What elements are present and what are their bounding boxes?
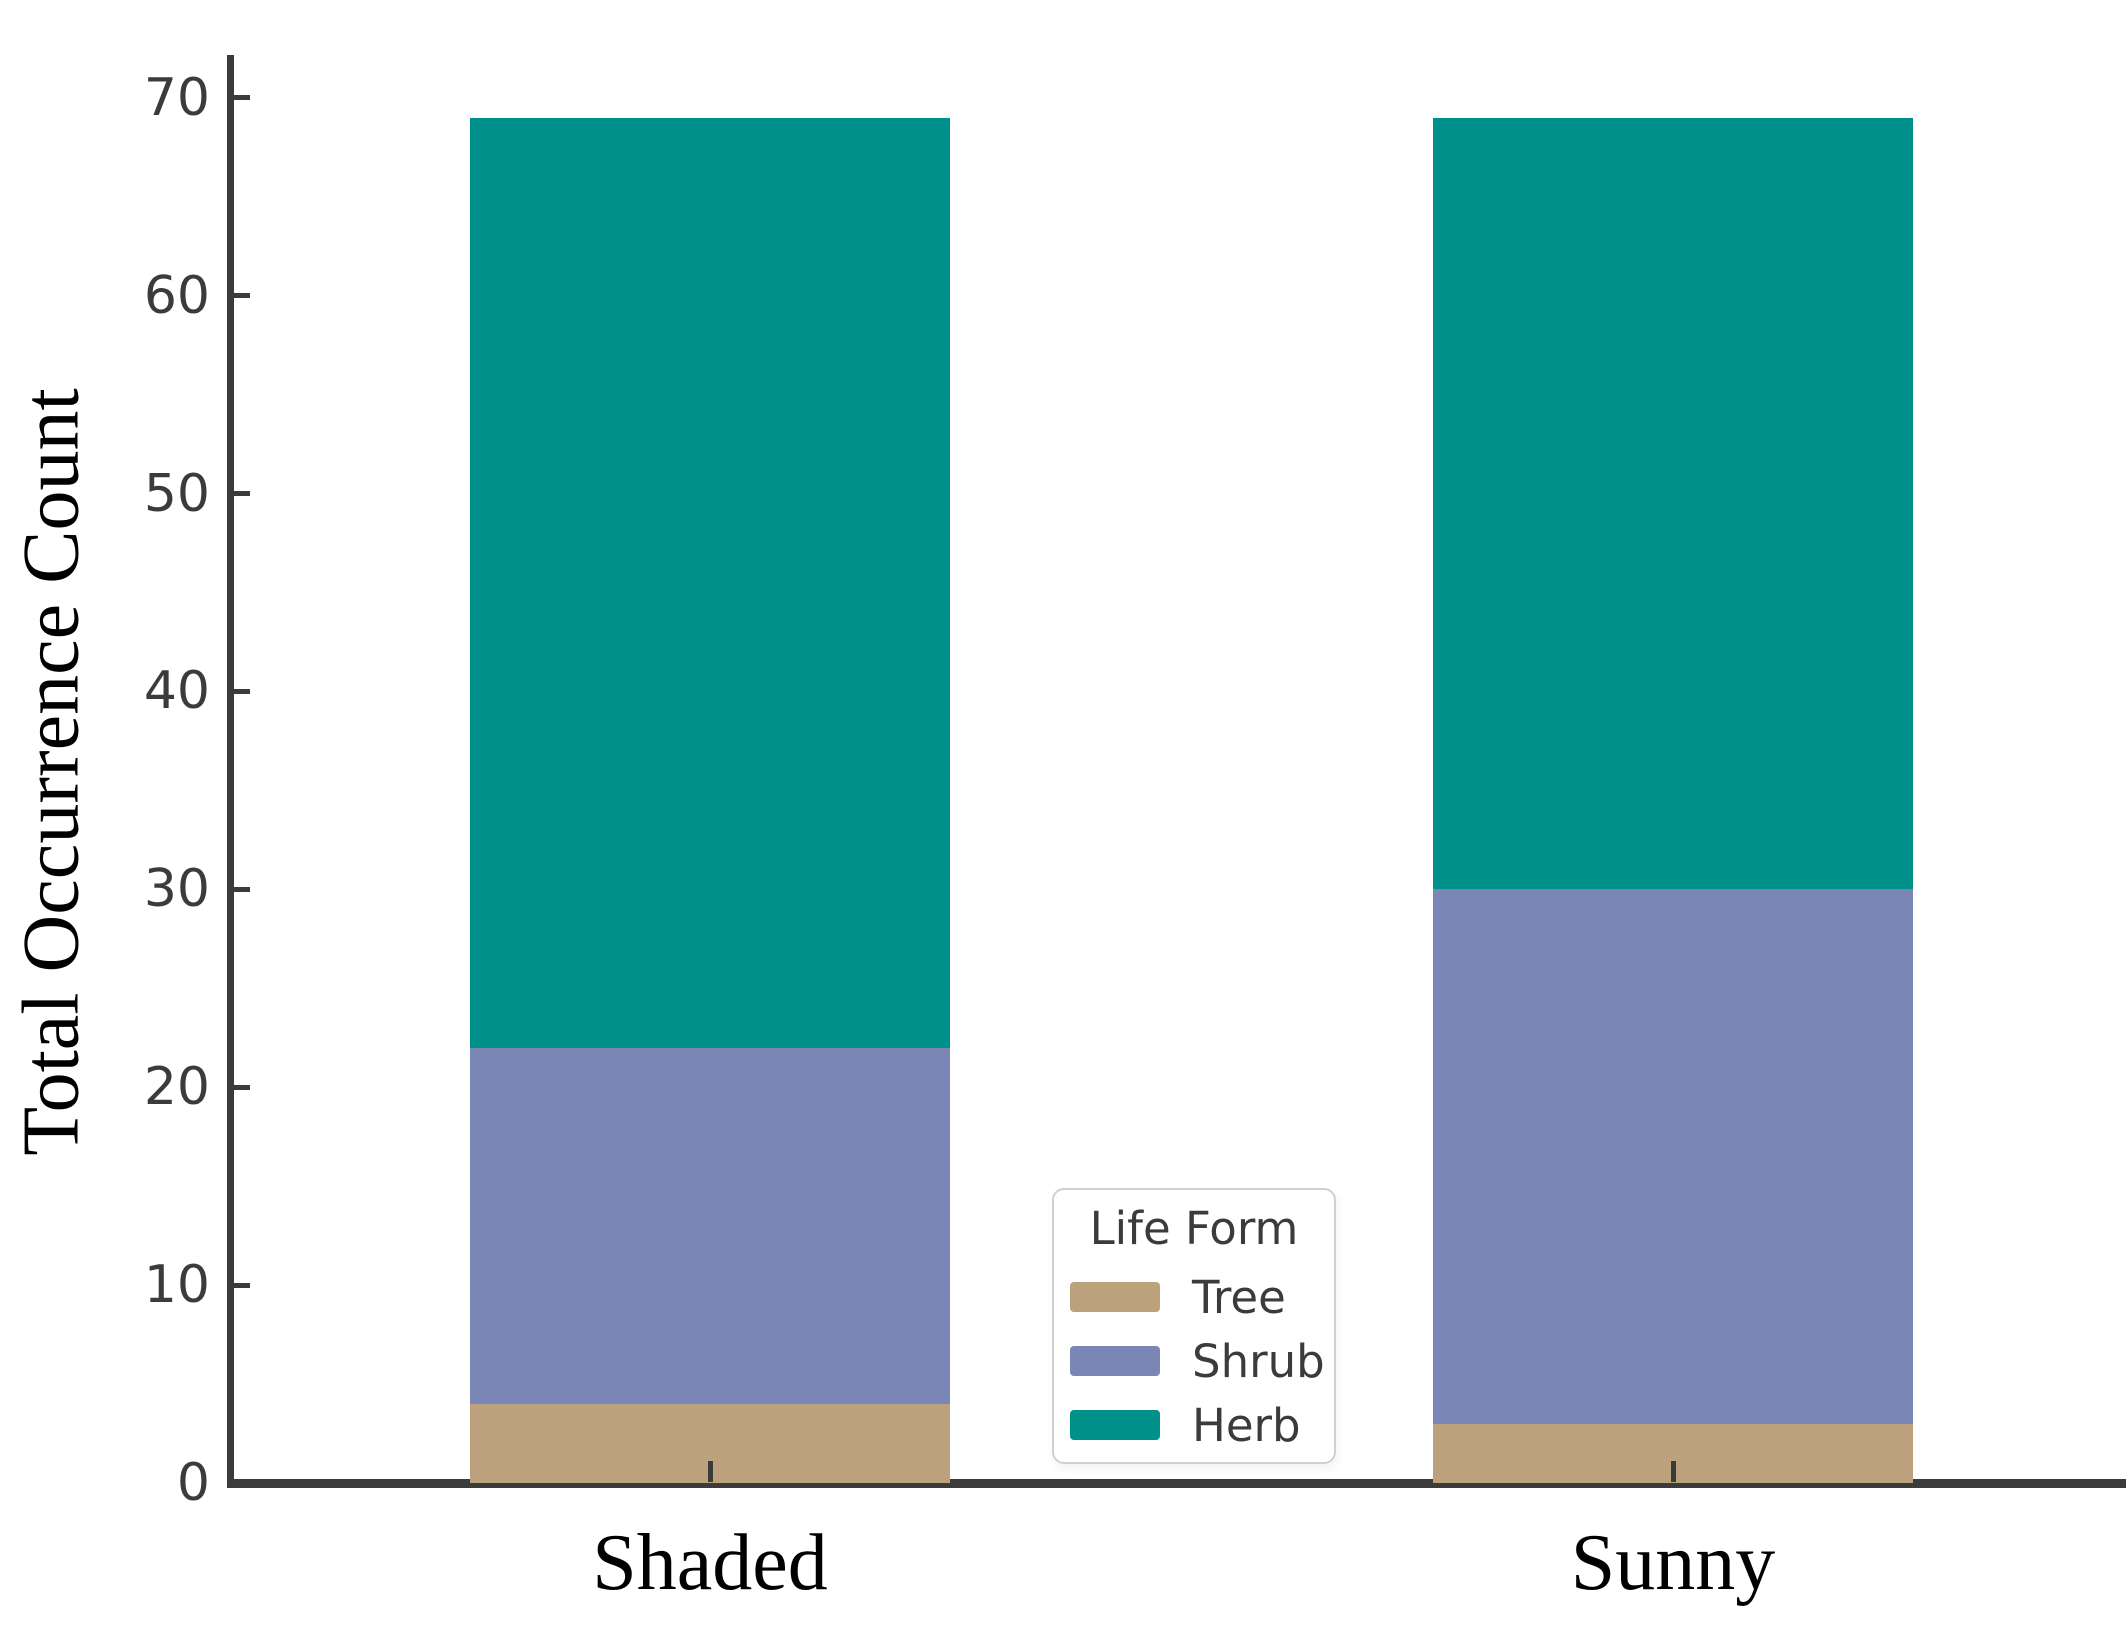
shrub-color-swatch — [1070, 1346, 1160, 1376]
x-category-label-sunny: Sunny — [1570, 1519, 1776, 1607]
legend-label-herb: Herb — [1192, 1398, 1301, 1452]
x-axis-line — [227, 1479, 2126, 1488]
y-tick-label: 50 — [143, 463, 210, 524]
bar-segment-herb — [1433, 117, 1913, 890]
bar-segment-shrub — [1433, 889, 1913, 1424]
y-tick-label: 10 — [143, 1255, 210, 1316]
legend: Life Form Tree Shrub Herb — [1052, 1188, 1336, 1464]
x-tick — [1670, 1461, 1676, 1482]
y-tick-label: 40 — [143, 661, 210, 722]
y-tick — [234, 491, 250, 496]
y-tick — [234, 688, 250, 694]
tree-color-swatch — [1070, 1282, 1160, 1312]
y-tick-label: 30 — [143, 859, 210, 920]
legend-title: Life Form — [1089, 1202, 1299, 1255]
legend-item-herb: Herb — [1070, 1399, 1318, 1452]
x-tick — [707, 1461, 713, 1482]
legend-item-shrub: Shrub — [1070, 1335, 1325, 1388]
y-axis-line — [227, 55, 234, 1488]
legend-label-tree: Tree — [1192, 1270, 1286, 1324]
y-tick-label: 0 — [176, 1453, 210, 1513]
y-tick — [234, 293, 250, 299]
legend-item-tree: Tree — [1070, 1271, 1318, 1324]
y-tick — [234, 1084, 250, 1090]
y-tick — [234, 1480, 250, 1486]
bar-sunny — [1433, 117, 1913, 1483]
y-tick-label: 70 — [143, 67, 210, 128]
y-tick — [234, 886, 250, 892]
bar-segment-herb — [470, 117, 950, 1048]
herb-color-swatch — [1070, 1410, 1160, 1440]
y-tick-label: 20 — [143, 1057, 210, 1118]
y-tick — [234, 95, 250, 101]
bar-segment-shrub — [470, 1047, 950, 1404]
y-tick — [234, 1282, 250, 1288]
y-tick-label: 60 — [143, 265, 210, 326]
bar-shaded — [470, 117, 950, 1483]
legend-label-shrub: Shrub — [1192, 1334, 1325, 1388]
x-category-label-shaded: Shaded — [592, 1519, 828, 1607]
